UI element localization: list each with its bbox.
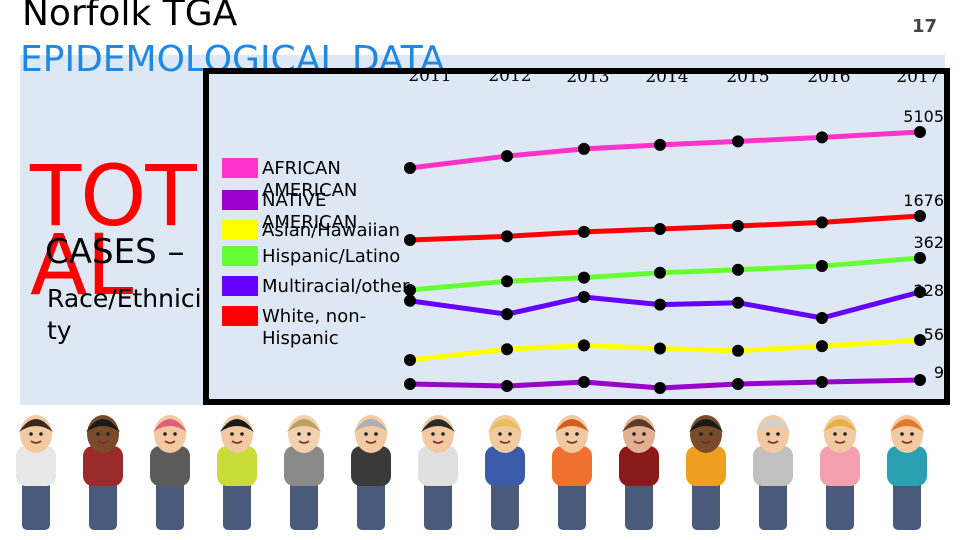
data-point-1-2 (578, 376, 590, 388)
data-point-2-1 (501, 343, 513, 356)
data-point-2-3 (654, 342, 666, 355)
x-tick-label-2011: 2011 (408, 66, 451, 86)
data-point-1-5 (816, 376, 828, 388)
total-heading: TOTAL (30, 147, 197, 314)
data-point-5-2 (578, 225, 590, 238)
data-point-0-0 (404, 162, 416, 174)
legend-swatch (222, 158, 258, 178)
data-point-3-2 (578, 271, 590, 284)
data-point-0-2 (578, 142, 590, 155)
x-tick-label-2015: 2015 (726, 67, 769, 87)
data-point-0-3 (654, 138, 666, 151)
series-line-0 (409, 129, 921, 171)
person-figure (485, 415, 525, 530)
line-chart: 2011 2012 2013 2014 2015 2016 2017 5105 1676 362 2… (404, 66, 944, 394)
data-point-2-0 (404, 354, 416, 366)
data-point-1-4 (732, 378, 744, 390)
person-figure (217, 415, 257, 530)
data-point-1-6 (914, 374, 926, 386)
end-value-label-3: 228 (913, 281, 944, 300)
data-point-0-4 (732, 135, 744, 148)
x-tick-label-2013: 2013 (566, 67, 609, 87)
legend-swatch (222, 306, 258, 326)
legend-label: White, non-Hispanic (262, 306, 367, 349)
x-tick-label-2014: 2014 (645, 67, 688, 87)
page-title: Norfolk TGA (22, 0, 238, 34)
data-point-5-5 (816, 216, 828, 229)
person-figure (552, 415, 592, 530)
data-point-5-4 (732, 220, 744, 233)
data-point-3-1 (501, 275, 513, 288)
slide-number: 17 (912, 16, 938, 37)
data-point-4-2 (578, 290, 590, 303)
person-figure (619, 415, 659, 530)
chart-frame (203, 68, 950, 405)
end-value-label-2: 362 (913, 233, 944, 252)
data-point-4-3 (654, 298, 666, 311)
x-tick-label-2016: 2016 (807, 67, 850, 87)
x-tick-label-2017: 2017 (896, 67, 939, 87)
end-value-label-5: 9 (934, 363, 944, 382)
person-figure (150, 415, 190, 530)
legend-label: Multiracial/other (262, 276, 410, 297)
end-value-label-0: 5105 (903, 107, 944, 126)
data-point-3-5 (816, 260, 828, 273)
person-figure (753, 415, 793, 530)
data-point-3-3 (654, 266, 666, 279)
data-point-1-1 (501, 380, 513, 392)
data-point-2-2 (578, 339, 590, 352)
data-point-3-6 (914, 252, 926, 264)
data-point-0-5 (816, 131, 828, 144)
end-value-label-4: 56 (924, 325, 944, 344)
data-point-2-4 (732, 344, 744, 357)
end-value-label-1: 1676 (903, 191, 944, 210)
legend-swatch (222, 276, 258, 296)
person-figure (83, 415, 123, 530)
person-figure (284, 415, 324, 530)
data-point-1-3 (654, 382, 666, 394)
person-figure (351, 415, 391, 530)
data-point-5-1 (501, 230, 513, 243)
person-figure (686, 415, 726, 530)
legend-swatch (222, 190, 258, 210)
race-ethnicity-heading: Race/Ethnicity (47, 284, 202, 345)
x-tick-label-2012: 2012 (488, 66, 531, 86)
legend-label: Hispanic/Latino (262, 246, 401, 267)
legend-label: AFRICAN AMERICAN (262, 158, 358, 201)
person-figure (887, 415, 927, 530)
data-point-4-5 (816, 312, 828, 324)
data-point-4-1 (501, 308, 513, 321)
data-point-4-4 (732, 296, 744, 309)
person-figure (418, 415, 458, 530)
cases-heading: CASES – (45, 232, 185, 272)
data-point-3-0 (404, 284, 416, 296)
person-figure (16, 415, 56, 530)
data-point-5-0 (404, 234, 416, 246)
data-point-4-6 (914, 286, 926, 298)
data-point-2-5 (816, 340, 828, 353)
legend-label: NATIVE AMERICAN (262, 190, 358, 233)
legend-label: Asian/Hawaiian (262, 220, 400, 241)
people-illustration (16, 415, 927, 530)
data-point-1-0 (404, 378, 416, 390)
data-point-5-3 (654, 222, 666, 235)
data-point-2-6 (914, 334, 926, 346)
data-point-4-0 (404, 294, 416, 307)
legend-swatch (222, 246, 258, 266)
data-point-0-1 (501, 150, 513, 163)
data-point-3-4 (732, 263, 744, 276)
data-point-5-6 (914, 210, 926, 222)
legend-swatch (222, 220, 258, 240)
data-point-0-6 (914, 126, 926, 138)
person-figure (820, 415, 860, 530)
